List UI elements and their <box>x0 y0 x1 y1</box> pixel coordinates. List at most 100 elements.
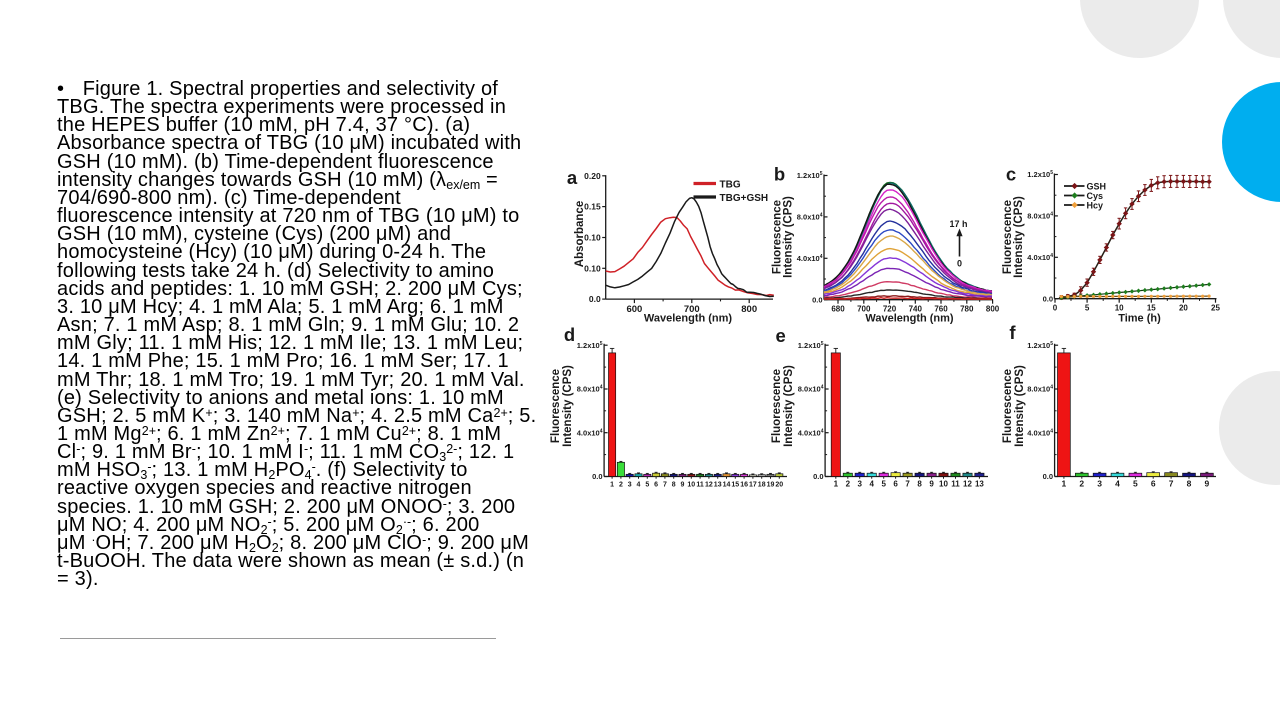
svg-text:Fluorescence: Fluorescence <box>550 369 562 443</box>
svg-text:800: 800 <box>986 305 1000 314</box>
svg-text:12: 12 <box>963 480 972 489</box>
svg-text:Intensity (CPS): Intensity (CPS) <box>562 365 574 447</box>
svg-text:0.10: 0.10 <box>584 233 601 243</box>
svg-text:6: 6 <box>1151 479 1156 489</box>
svg-text:Intensity (CPS): Intensity (CPS) <box>1014 365 1026 447</box>
svg-text:0: 0 <box>957 259 962 269</box>
svg-text:6: 6 <box>893 480 898 489</box>
svg-text:Hcy: Hcy <box>1087 200 1104 210</box>
svg-text:2: 2 <box>846 480 851 489</box>
svg-text:4: 4 <box>637 482 641 489</box>
svg-text:4.0x104: 4.0x104 <box>1027 428 1053 437</box>
svg-text:TBG+GSH: TBG+GSH <box>720 193 769 204</box>
svg-text:6: 6 <box>654 482 658 489</box>
svg-text:f: f <box>1009 322 1016 343</box>
svg-text:0.0: 0.0 <box>589 294 601 304</box>
svg-text:680: 680 <box>831 305 845 314</box>
svg-text:7: 7 <box>1169 479 1174 489</box>
svg-text:1.2x105: 1.2x105 <box>797 171 823 180</box>
svg-text:14: 14 <box>723 482 731 489</box>
svg-text:d: d <box>564 324 575 345</box>
svg-text:3: 3 <box>1097 479 1102 489</box>
svg-text:3: 3 <box>628 482 632 489</box>
svg-text:8: 8 <box>1187 479 1192 489</box>
svg-text:1.2x105: 1.2x105 <box>1027 170 1053 179</box>
svg-text:1.2x105: 1.2x105 <box>1027 341 1053 350</box>
svg-text:Time (h): Time (h) <box>1118 313 1161 325</box>
svg-text:18: 18 <box>758 482 766 489</box>
svg-text:13: 13 <box>975 480 984 489</box>
svg-text:8: 8 <box>917 480 922 489</box>
svg-text:a: a <box>567 167 578 188</box>
svg-text:5: 5 <box>1085 304 1090 313</box>
svg-text:17: 17 <box>749 482 757 489</box>
svg-text:17 h: 17 h <box>949 219 967 229</box>
svg-text:8.0x104: 8.0x104 <box>1027 385 1053 394</box>
svg-text:4: 4 <box>869 480 874 489</box>
svg-text:1.2x105: 1.2x105 <box>798 341 824 350</box>
svg-text:8.0x104: 8.0x104 <box>577 385 603 394</box>
svg-text:1: 1 <box>834 480 839 489</box>
svg-text:b: b <box>774 164 785 185</box>
svg-text:TBG: TBG <box>720 180 741 191</box>
svg-text:9: 9 <box>681 482 685 489</box>
svg-text:c: c <box>1006 164 1016 185</box>
svg-text:0: 0 <box>1053 304 1058 313</box>
svg-text:7: 7 <box>663 482 667 489</box>
svg-text:Intensity (CPS): Intensity (CPS) <box>1013 196 1025 278</box>
svg-text:9: 9 <box>1205 479 1210 489</box>
svg-text:0.15: 0.15 <box>584 202 601 212</box>
svg-text:15: 15 <box>731 482 739 489</box>
svg-text:0.10: 0.10 <box>584 263 601 273</box>
svg-text:11: 11 <box>951 480 960 489</box>
svg-text:20: 20 <box>775 482 783 489</box>
svg-text:Wavelength (nm): Wavelength (nm) <box>644 313 733 325</box>
svg-text:Fluorescence: Fluorescence <box>1002 369 1014 443</box>
svg-text:4.0x104: 4.0x104 <box>798 428 824 437</box>
svg-text:13: 13 <box>714 482 722 489</box>
svg-text:600: 600 <box>626 304 642 315</box>
svg-text:700: 700 <box>857 305 871 314</box>
svg-text:9: 9 <box>929 480 934 489</box>
svg-text:740: 740 <box>909 305 923 314</box>
svg-text:Cys: Cys <box>1087 191 1104 201</box>
svg-text:12: 12 <box>705 482 713 489</box>
svg-text:0.0: 0.0 <box>592 472 602 481</box>
svg-text:780: 780 <box>960 305 974 314</box>
svg-text:8.0x104: 8.0x104 <box>797 213 823 222</box>
svg-text:16: 16 <box>740 482 748 489</box>
svg-text:0.0: 0.0 <box>1043 472 1053 481</box>
svg-text:3: 3 <box>857 480 862 489</box>
svg-text:720: 720 <box>883 305 897 314</box>
svg-text:11: 11 <box>696 482 704 489</box>
svg-text:8.0x104: 8.0x104 <box>798 385 824 394</box>
svg-text:10: 10 <box>1115 304 1124 313</box>
svg-text:Fluorescence: Fluorescence <box>771 369 783 443</box>
svg-text:5: 5 <box>645 482 649 489</box>
svg-text:7: 7 <box>905 480 910 489</box>
svg-text:700: 700 <box>684 304 700 315</box>
svg-text:0.0: 0.0 <box>812 295 822 304</box>
svg-text:10: 10 <box>687 482 695 489</box>
svg-text:1.2x105: 1.2x105 <box>577 341 603 350</box>
svg-text:GSH: GSH <box>1087 181 1107 191</box>
svg-text:Intensity (CPS): Intensity (CPS) <box>783 365 795 447</box>
svg-text:Wavelength (nm): Wavelength (nm) <box>865 313 954 325</box>
svg-text:1: 1 <box>1062 479 1067 489</box>
svg-text:8.0x104: 8.0x104 <box>1027 212 1053 221</box>
svg-text:15: 15 <box>1147 304 1156 313</box>
svg-text:8: 8 <box>672 482 676 489</box>
svg-text:4.0x104: 4.0x104 <box>577 428 603 437</box>
svg-text:0.0: 0.0 <box>1043 294 1053 303</box>
svg-text:5: 5 <box>1133 479 1138 489</box>
svg-text:4.0x104: 4.0x104 <box>1027 253 1053 262</box>
svg-text:1: 1 <box>610 482 614 489</box>
svg-text:Fluorescence: Fluorescence <box>772 200 784 274</box>
svg-text:10: 10 <box>939 480 948 489</box>
svg-text:4: 4 <box>1115 479 1120 489</box>
svg-text:25: 25 <box>1211 304 1220 313</box>
svg-text:5: 5 <box>881 480 886 489</box>
svg-text:0.0: 0.0 <box>813 472 823 481</box>
svg-text:Fluorescence: Fluorescence <box>1002 200 1014 274</box>
svg-text:0.20: 0.20 <box>584 171 601 181</box>
